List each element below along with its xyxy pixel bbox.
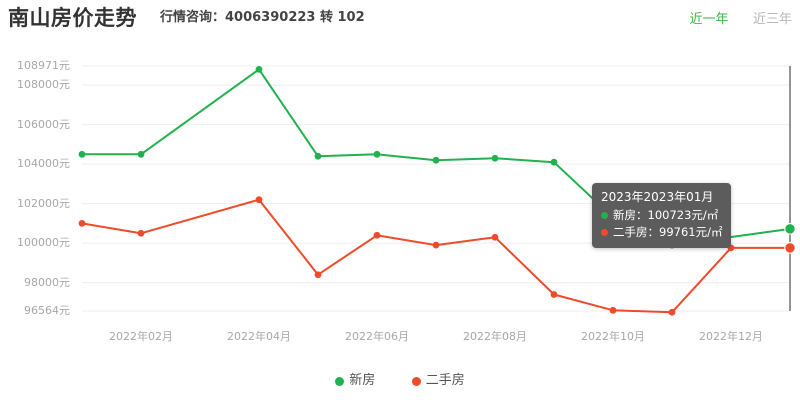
data-point[interactable]: [784, 242, 796, 254]
data-point[interactable]: [668, 308, 676, 316]
data-point[interactable]: [491, 154, 499, 162]
x-axis-tick-label: 2022年02月: [109, 330, 173, 343]
tab-last-one-year[interactable]: 近一年: [689, 12, 729, 27]
data-point[interactable]: [373, 231, 381, 239]
data-point[interactable]: [432, 241, 440, 249]
data-point[interactable]: [314, 152, 322, 160]
x-axis-tick-label: 2022年06月: [345, 330, 409, 343]
y-axis-tick-label: 100000元: [17, 236, 70, 250]
series-line-second-hand: [81, 198, 791, 314]
chart-tooltip: 2023年2023年01月 新房：100723元/㎡ 二手房：99761元/㎡: [592, 183, 732, 248]
tooltip-label-second-hand: 二手房：99761元/㎡: [613, 225, 723, 239]
widget-header: 南山房价走势 行情咨询：4006390223 转 102 近一年 近三年: [0, 0, 800, 36]
data-point[interactable]: [78, 220, 86, 227]
x-axis-tick-label: 2022年10月: [581, 330, 645, 343]
tooltip-row-second-hand: 二手房：99761元/㎡: [601, 224, 722, 241]
legend-label-second-hand: 二手房: [425, 373, 465, 388]
tab-last-three-years[interactable]: 近三年: [752, 12, 792, 27]
data-point[interactable]: [550, 291, 558, 298]
legend-label-new-house: 新房: [349, 373, 376, 388]
page-title: 南山房价走势: [8, 6, 137, 30]
y-axis-tick-label: 96564元: [24, 304, 70, 317]
range-tabs: 近一年 近三年: [670, 10, 792, 30]
data-point[interactable]: [550, 158, 558, 166]
x-axis-tick-label: 2022年04月: [227, 330, 291, 343]
x-axis-tick-label: 2022年12月: [699, 330, 763, 343]
data-point[interactable]: [373, 150, 381, 158]
legend-item-second-hand[interactable]: 二手房: [411, 372, 465, 391]
tooltip-dot-new-house: [601, 212, 608, 219]
x-axis-tick-label: 2022年08月: [463, 330, 527, 343]
y-axis-tick-label: 108000元: [17, 78, 70, 92]
legend-dot-second-hand: [411, 376, 421, 386]
data-point[interactable]: [137, 150, 145, 158]
tooltip-label-new-house: 新房：100723元/㎡: [613, 208, 719, 222]
y-axis-tick-label: 102000元: [17, 196, 70, 210]
y-axis-tick-label: 98000元: [24, 275, 70, 289]
data-point[interactable]: [609, 306, 617, 314]
chart-legend: 新房 二手房: [0, 372, 800, 392]
data-point[interactable]: [432, 156, 440, 164]
data-point[interactable]: [78, 150, 86, 158]
data-point[interactable]: [491, 233, 499, 241]
data-point[interactable]: [784, 223, 796, 235]
y-axis-tick-label: 104000元: [17, 157, 70, 171]
data-point[interactable]: [137, 229, 145, 237]
legend-dot-new-house: [335, 376, 345, 386]
y-axis-tick-label: 106000元: [17, 117, 70, 131]
data-point[interactable]: [255, 65, 263, 73]
y-axis-tick-label: 108971元: [17, 59, 70, 72]
tooltip-row-new-house: 新房：100723元/㎡: [601, 207, 722, 224]
data-point[interactable]: [314, 271, 322, 279]
tooltip-title: 2023年2023年01月: [601, 190, 714, 204]
consult-phone-text: 行情咨询：4006390223 转 102: [160, 10, 365, 25]
data-point[interactable]: [255, 196, 263, 204]
tooltip-dot-second-hand: [601, 229, 608, 236]
legend-item-new-house[interactable]: 新房: [335, 372, 375, 391]
